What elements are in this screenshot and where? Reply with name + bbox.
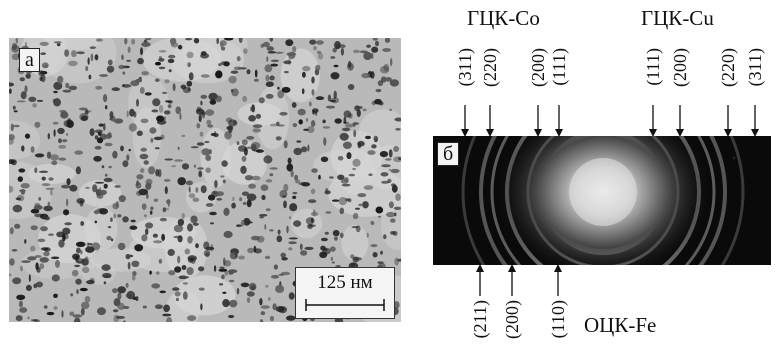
phase-label-fcc-cu: ГЦК-Cu xyxy=(641,6,714,30)
scale-bar: 125 нм xyxy=(295,267,395,319)
phase-label-fcc-co: ГЦК-Co xyxy=(467,6,540,30)
micrograph-texture xyxy=(9,38,401,322)
panel-b-label: б xyxy=(437,142,460,166)
tem-micrograph: а 125 нм xyxy=(9,38,401,322)
diffraction-pattern: б xyxy=(433,136,771,265)
diffraction-rings xyxy=(433,136,771,265)
panel-a-label: а xyxy=(19,48,40,72)
scale-bar-line xyxy=(305,299,385,311)
phase-label-bcc-fe: ОЦК-Fe xyxy=(584,313,657,337)
scale-bar-text: 125 нм xyxy=(317,272,373,293)
